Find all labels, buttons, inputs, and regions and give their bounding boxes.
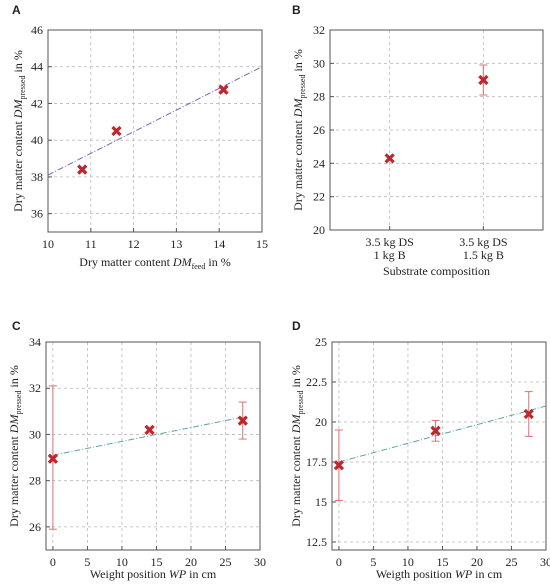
panel-letter: A — [12, 3, 21, 17]
y-axis-label: Dry matter content DMpressed in % — [291, 49, 307, 211]
y-tick-label: 30 — [313, 56, 325, 70]
y-tick-label: 28 — [29, 474, 41, 488]
marker-stroke — [47, 453, 59, 464]
data-point — [523, 408, 534, 420]
x-category-label: 3.5 kg DS — [459, 235, 507, 249]
plot-frame — [331, 341, 547, 551]
marker-stroke — [333, 460, 345, 471]
x-tick-label: 25 — [219, 555, 231, 569]
y-tick-label: 36 — [31, 207, 43, 221]
y-tick-label: 42 — [31, 96, 43, 110]
x-axis-label: Weigth position WP in cm — [376, 567, 503, 581]
y-tick-label: 15 — [315, 495, 327, 509]
y-tick-label: 44 — [31, 60, 43, 74]
x-tick-label: 5 — [370, 555, 376, 569]
y-tick-label: 12.5 — [306, 535, 327, 549]
marker-stroke — [77, 164, 88, 175]
y-tick-label: 28 — [313, 90, 325, 104]
x-tick-label: 15 — [150, 555, 162, 569]
data-point — [77, 164, 88, 175]
data-point — [384, 153, 395, 164]
y-tick-label: 34 — [29, 335, 41, 349]
marker-stroke — [523, 408, 534, 420]
data-point — [144, 424, 155, 435]
data-point — [333, 460, 345, 471]
y-axis-label: Dry matter content DMpressed in % — [11, 50, 27, 212]
marker-stroke — [111, 125, 122, 137]
plot-frame — [329, 29, 544, 231]
x-category-label: 3.5 kg DS — [365, 235, 413, 249]
y-tick-label: 25 — [315, 335, 327, 349]
y-tick-label: 26 — [313, 123, 325, 137]
x-tick-label: 13 — [170, 237, 182, 251]
x-tick-label: 30 — [540, 555, 550, 569]
x-tick-label: 0 — [336, 555, 342, 569]
x-tick-label: 15 — [256, 237, 268, 251]
y-tick-label: 26 — [29, 520, 41, 534]
data-point — [218, 84, 229, 95]
y-tick-label: 24 — [313, 156, 325, 170]
x-category-label: 1 kg B — [374, 248, 406, 262]
y-tick-label: 32 — [313, 23, 325, 37]
data-point — [237, 415, 248, 426]
x-tick-label: 30 — [254, 555, 266, 569]
panel-letter: B — [292, 3, 301, 17]
y-tick-label: 30 — [29, 427, 41, 441]
y-axis-label: Dry matter content DMpressed in % — [7, 365, 23, 527]
y-tick-label: 38 — [31, 170, 43, 184]
y-tick-label: 17.5 — [306, 455, 327, 469]
trend-line — [338, 405, 547, 463]
x-tick-label: 10 — [402, 555, 414, 569]
x-tick-label: 0 — [50, 555, 56, 569]
x-tick-label: 10 — [116, 555, 128, 569]
marker-stroke — [430, 425, 441, 436]
x-category-label: 1.5 kg B — [463, 248, 504, 262]
x-tick-label: 14 — [213, 237, 225, 251]
y-tick-label: 20 — [315, 415, 327, 429]
marker-stroke — [144, 424, 155, 435]
trend-line — [47, 66, 263, 176]
y-tick-label: 20 — [313, 223, 325, 237]
marker-stroke — [218, 84, 229, 95]
x-tick-label: 20 — [185, 555, 197, 569]
data-point — [430, 425, 441, 436]
data-point — [47, 453, 59, 464]
y-tick-label: 46 — [31, 23, 43, 37]
x-tick-label: 20 — [471, 555, 483, 569]
x-tick-label: 12 — [128, 237, 140, 251]
data-point — [111, 125, 122, 137]
y-tick-label: 32 — [29, 381, 41, 395]
x-axis-label: Weight position WP in cm — [90, 567, 217, 581]
x-tick-label: 10 — [42, 237, 54, 251]
trend-line — [52, 416, 243, 456]
chart-panel-d: D 12.5 15 17.5 20 22.5 25 0 5 10 15 20 25 30 Weigth po… — [289, 319, 550, 581]
x-axis-label: Substrate composition — [383, 264, 490, 278]
x-tick-label: 5 — [84, 555, 90, 569]
data-point — [478, 74, 489, 86]
y-tick-label: 22 — [313, 190, 325, 204]
chart-panel-c: C 26 28 30 32 34 0 5 10 15 20 25 30 Weight position W… — [7, 319, 266, 581]
y-axis-label: Dry matter content DMpressed in % — [289, 365, 305, 527]
x-tick-label: 25 — [505, 555, 517, 569]
marker-stroke — [478, 74, 489, 86]
y-tick-label: 22.5 — [306, 375, 327, 389]
x-tick-label: 11 — [85, 237, 97, 251]
x-tick-label: 15 — [436, 555, 448, 569]
x-axis-label: Dry matter content DMfeed in % — [79, 255, 230, 271]
panel-letter: D — [292, 319, 301, 333]
marker-stroke — [384, 153, 395, 164]
marker-stroke — [237, 415, 248, 426]
y-tick-label: 40 — [31, 133, 43, 147]
plot-frame — [47, 29, 263, 233]
panel-letter: C — [12, 319, 21, 333]
chart-panel-a: A 36 38 40 42 44 46 10 11 12 13 14 15 Dry matter cont… — [11, 3, 268, 271]
plot-frame — [45, 341, 261, 551]
